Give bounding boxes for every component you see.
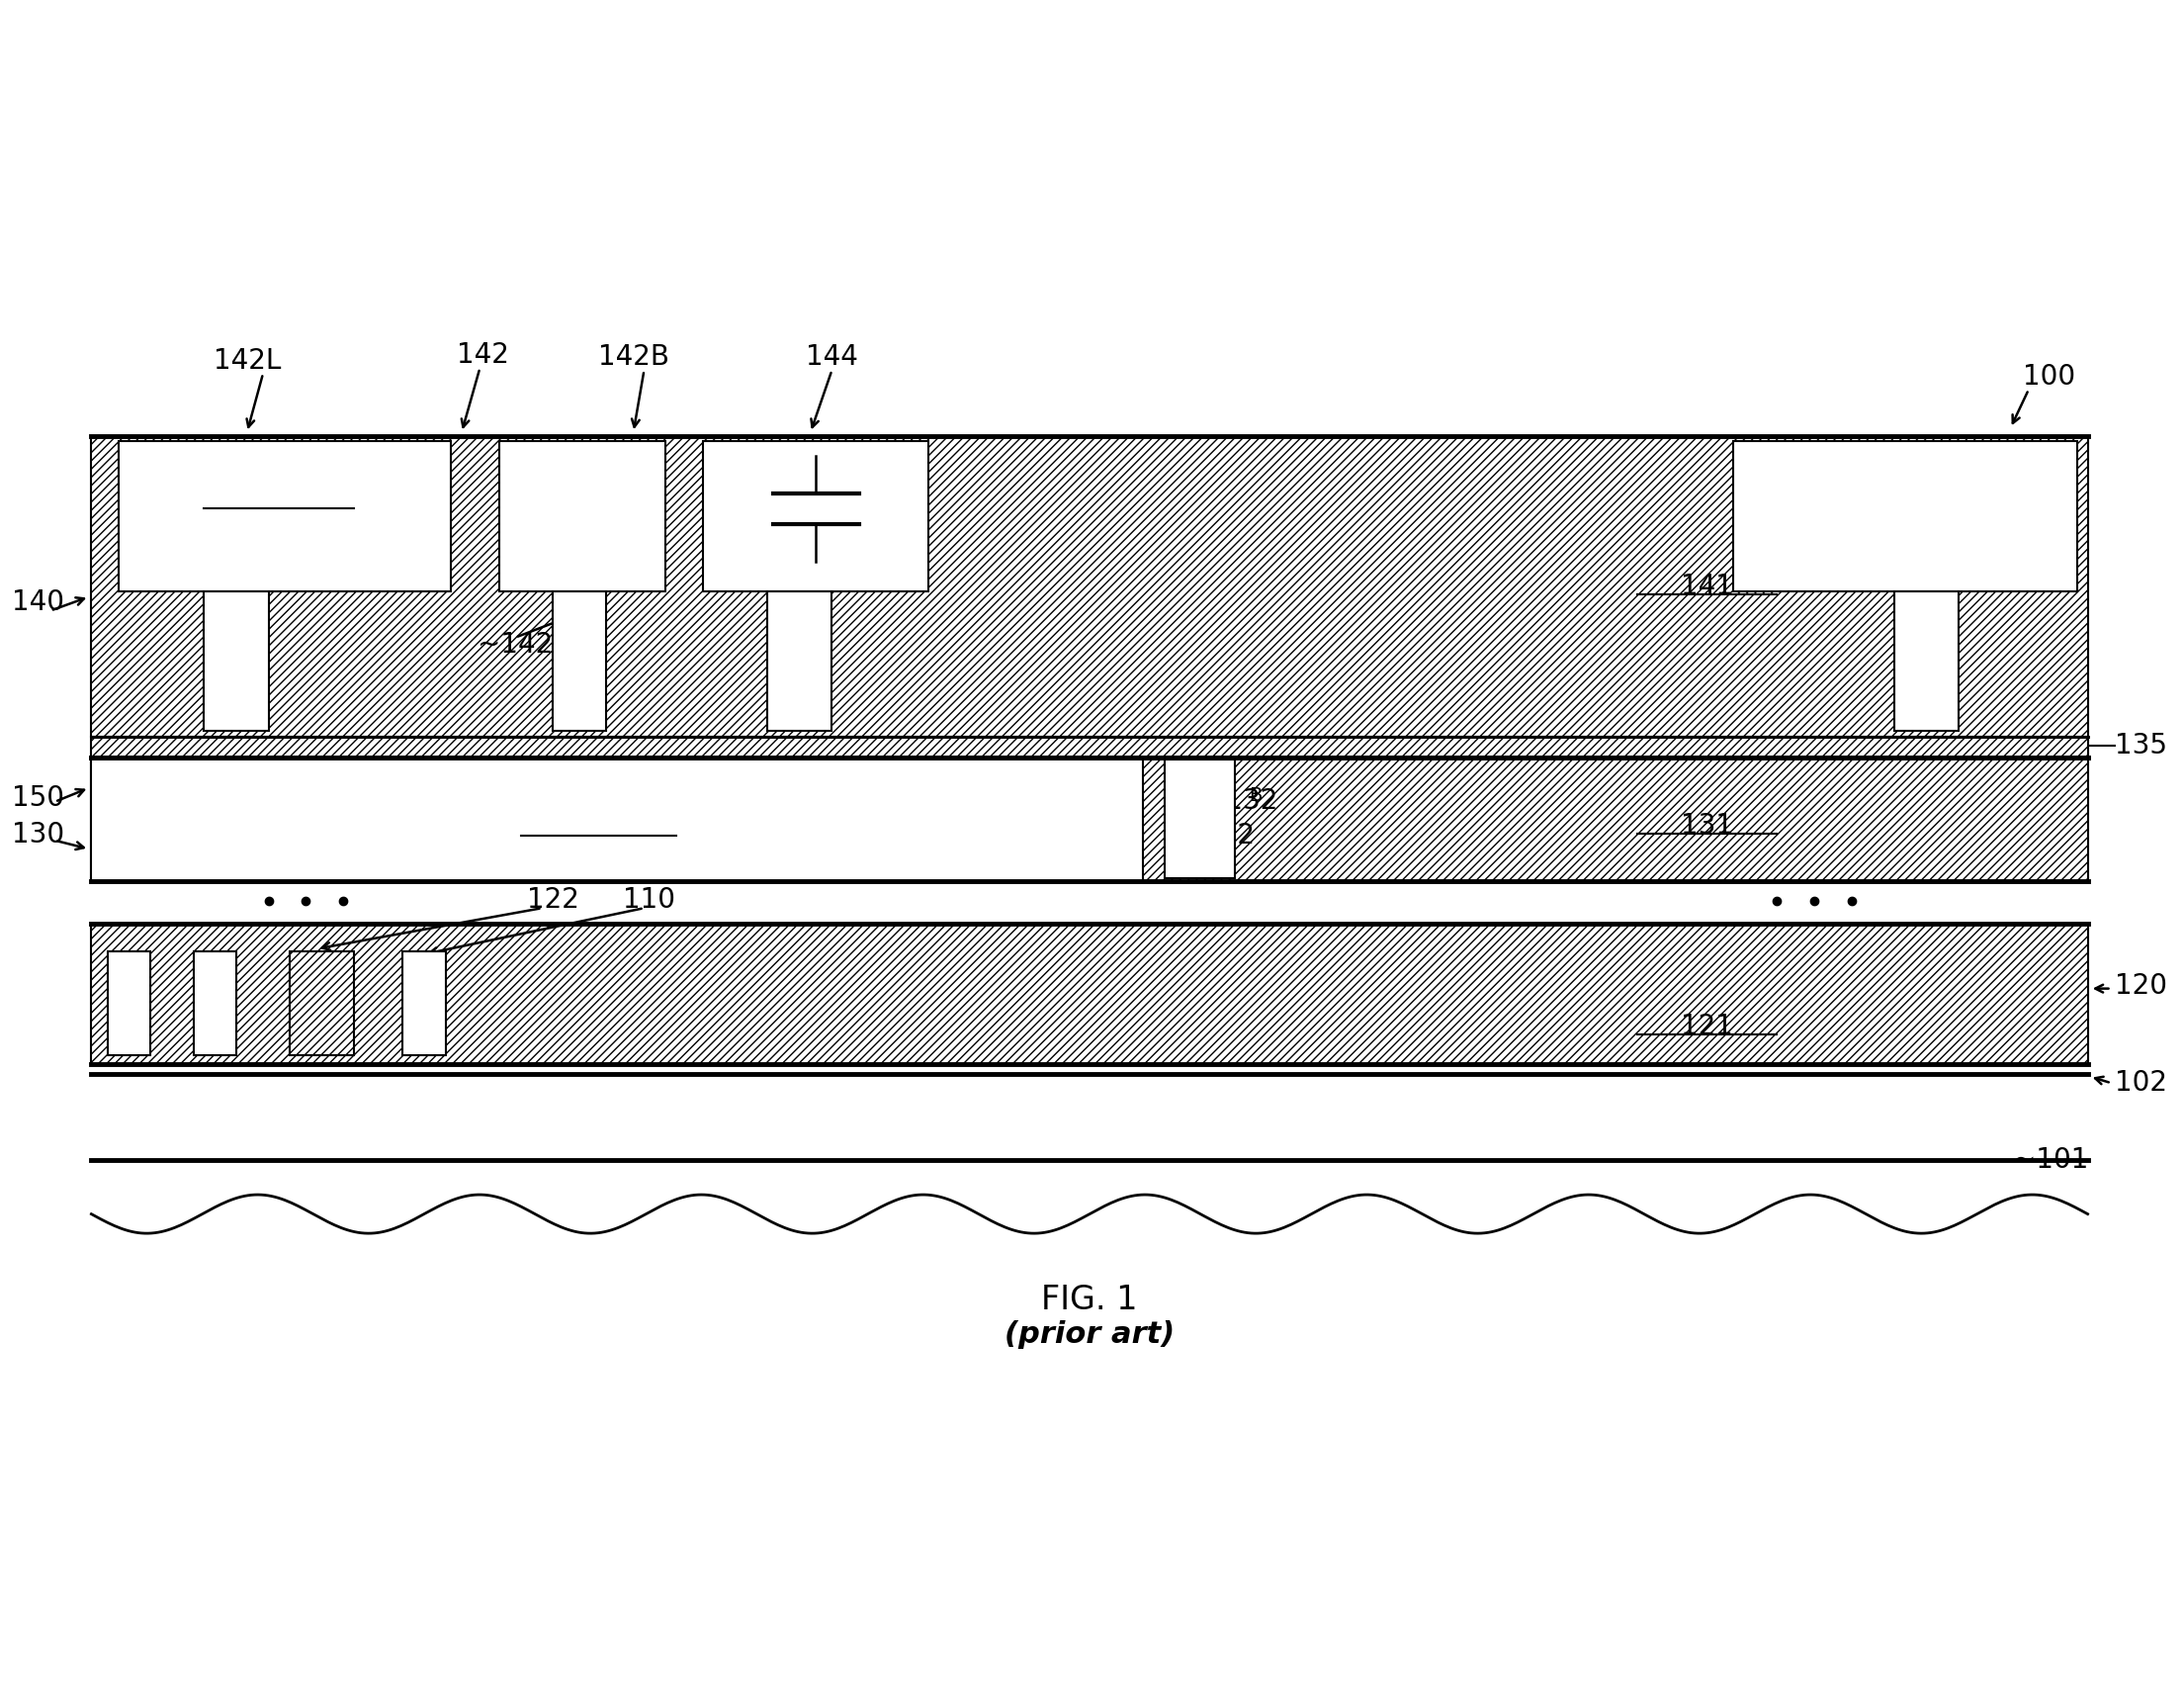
Text: FIG. 1: FIG. 1	[1042, 1284, 1138, 1316]
Text: 131: 131	[1679, 812, 1732, 839]
Bar	[92, 924, 2088, 1063]
Text: 132: 132	[1201, 822, 1254, 851]
Bar	[553, 591, 607, 730]
Text: 142: 142	[456, 341, 509, 368]
Text: 142L: 142L	[214, 346, 282, 374]
Bar	[703, 441, 928, 591]
Text: 121: 121	[1679, 1012, 1732, 1039]
Text: ~142V: ~142V	[478, 632, 572, 659]
Text: 135: 135	[2114, 732, 2167, 759]
Bar	[107, 951, 151, 1054]
Bar	[92, 737, 2088, 757]
Text: 140: 140	[11, 588, 63, 616]
Bar	[1734, 441, 2077, 591]
Text: 130: 130	[11, 822, 63, 849]
Text: 120: 120	[2114, 973, 2167, 1000]
Text: 132A: 132A	[559, 813, 631, 842]
Bar	[203, 591, 269, 730]
Bar	[92, 757, 1142, 881]
Bar	[118, 441, 450, 591]
Bar	[500, 441, 666, 591]
Text: B: B	[1249, 786, 1262, 805]
Bar	[1894, 591, 1959, 730]
Bar	[402, 951, 446, 1054]
Text: 141: 141	[1679, 572, 1732, 599]
Text: ~132: ~132	[1201, 786, 1278, 815]
Bar	[194, 951, 236, 1054]
Bar	[767, 591, 832, 730]
Bar	[92, 757, 2088, 881]
Text: 144: 144	[806, 343, 858, 372]
Bar	[290, 951, 354, 1054]
Text: 122: 122	[526, 886, 579, 914]
Bar	[1164, 761, 1234, 878]
Text: 102: 102	[2114, 1070, 2167, 1097]
Text: 100: 100	[2022, 363, 2075, 391]
Text: ~101: ~101	[2011, 1146, 2088, 1175]
Text: 110: 110	[622, 886, 675, 914]
Text: 150: 150	[11, 784, 63, 812]
Bar	[92, 436, 2088, 737]
Text: (prior art): (prior art)	[1005, 1319, 1175, 1348]
Text: 142B: 142B	[598, 343, 668, 372]
Text: 142A: 142A	[245, 486, 314, 514]
